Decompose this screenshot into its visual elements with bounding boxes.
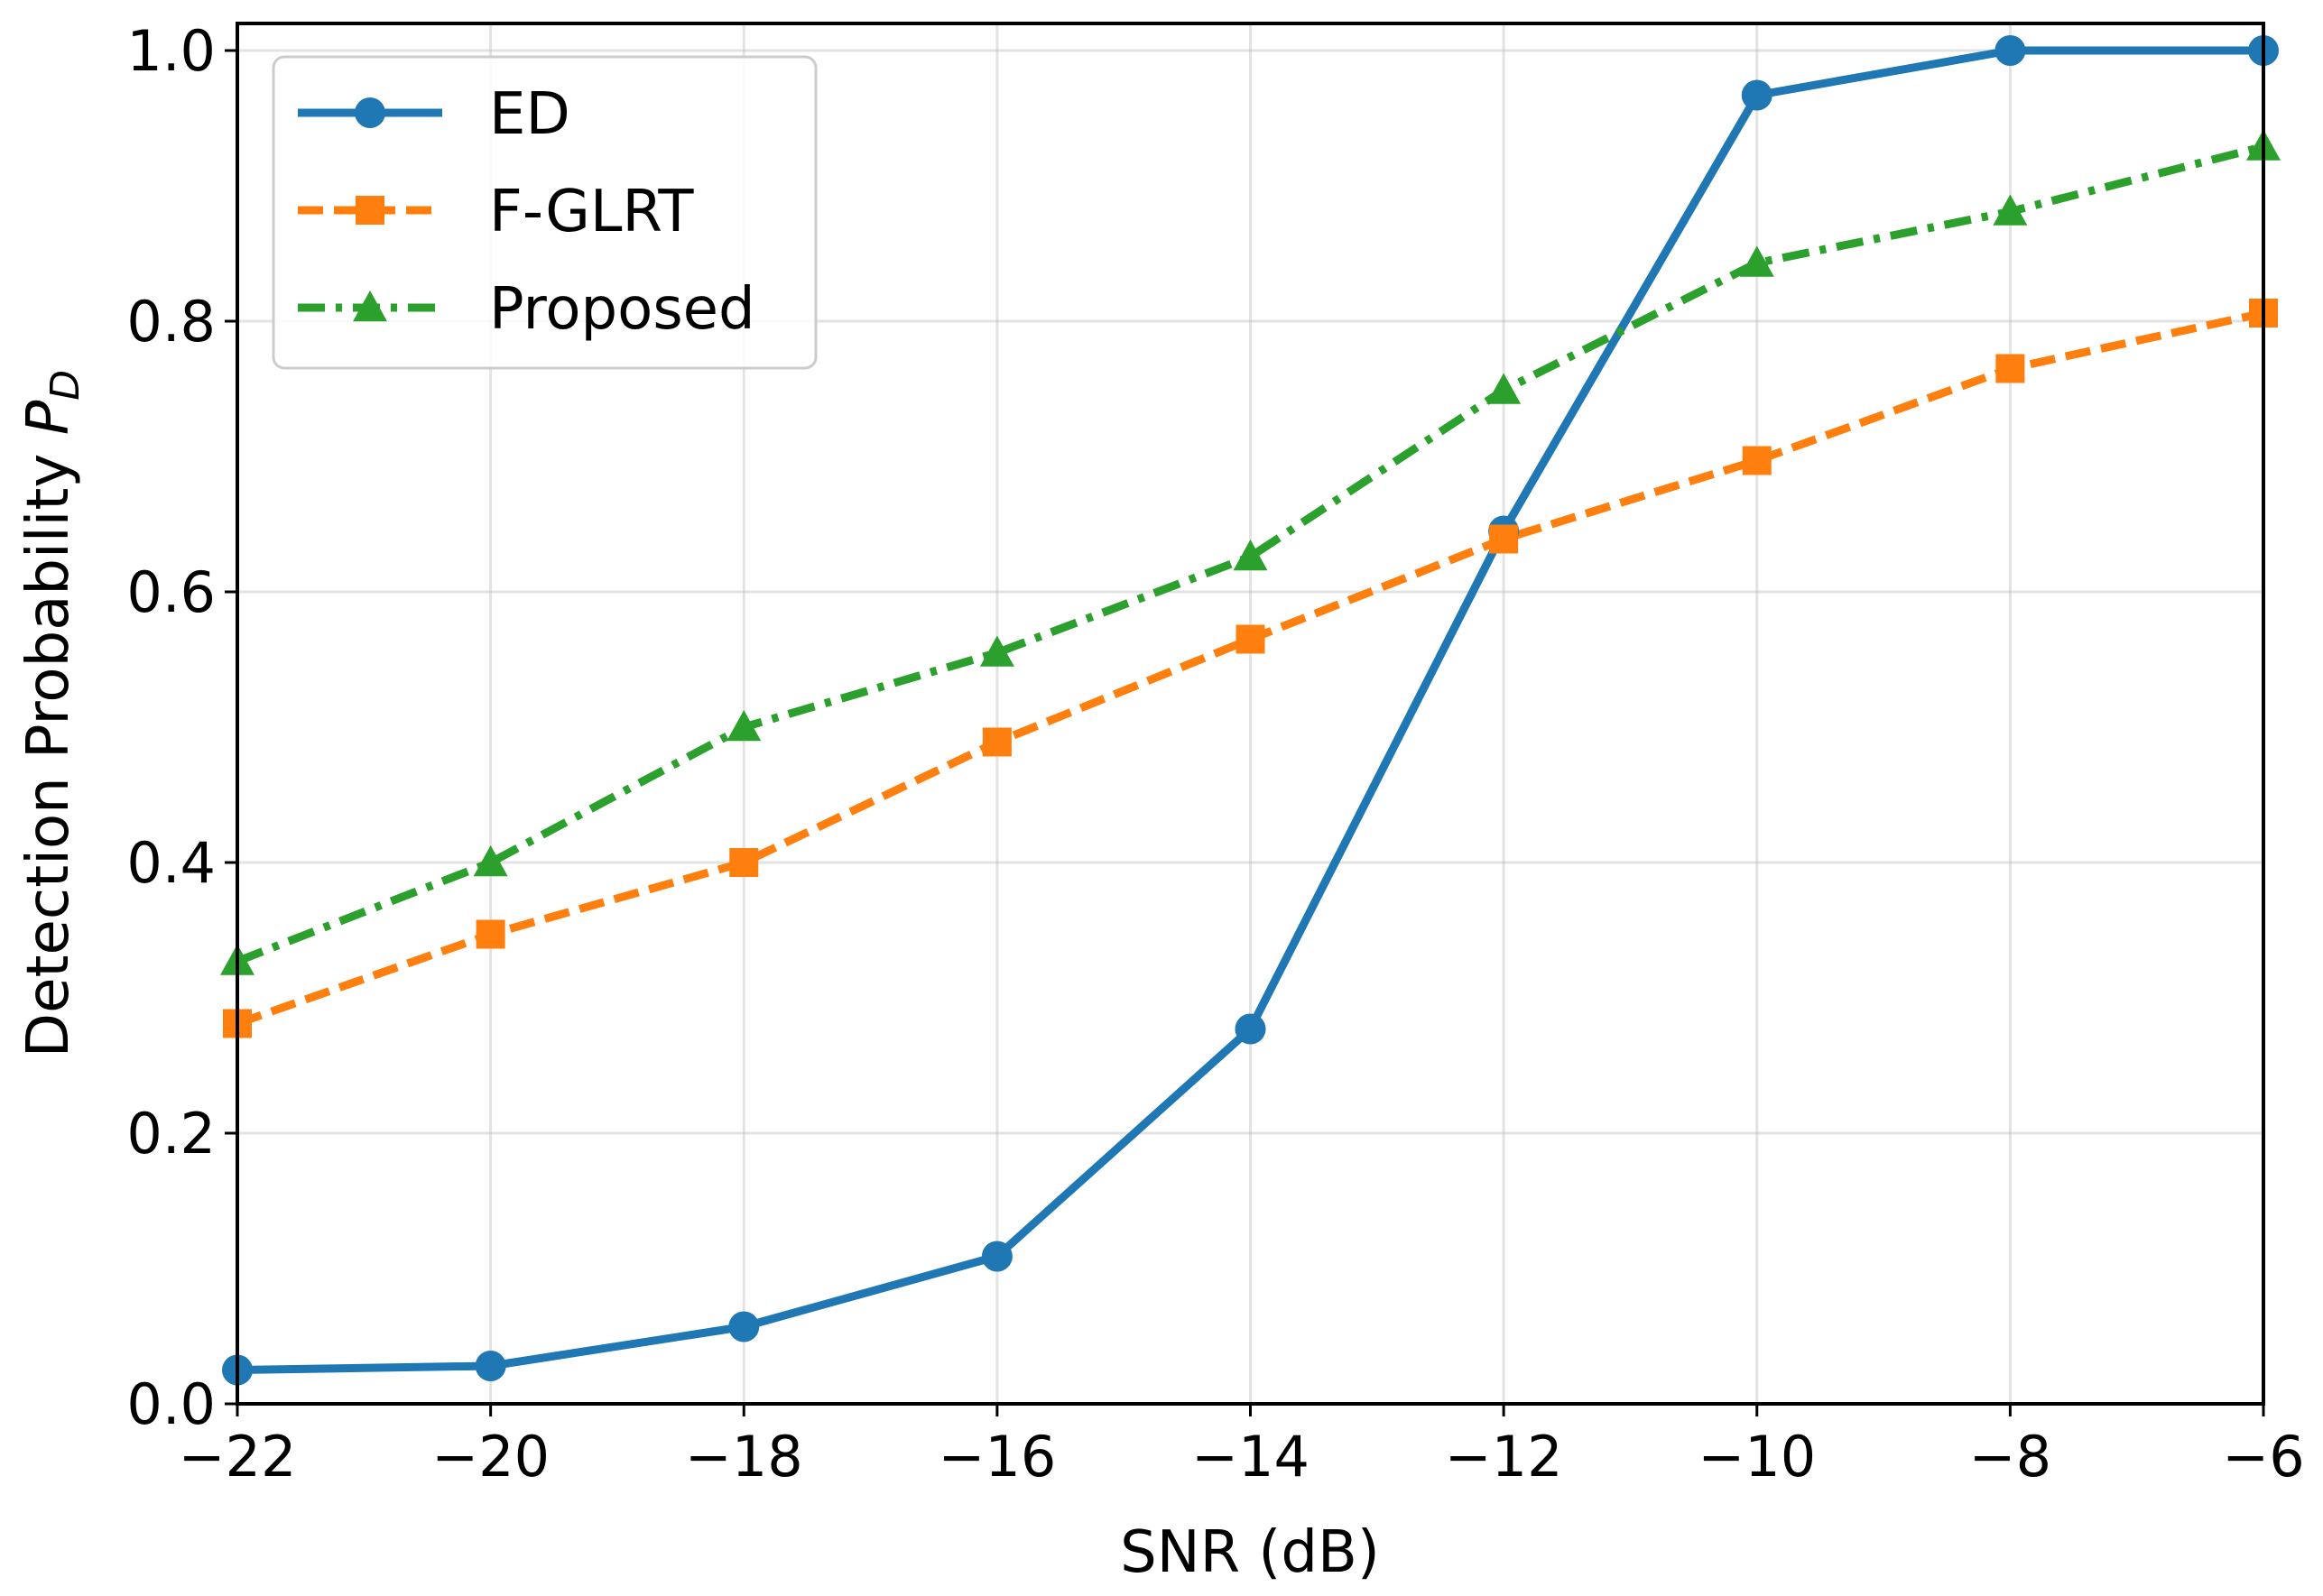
legend-marker-f-glrt — [356, 196, 384, 225]
y-tick-label: 1.0 — [126, 18, 216, 84]
data-point-proposed — [1739, 245, 1774, 277]
data-point-f-glrt — [729, 848, 759, 877]
y-tick-label: 0.0 — [126, 1371, 216, 1437]
data-point-f-glrt — [1995, 354, 2025, 383]
legend-label-ed: ED — [489, 81, 570, 148]
legend-marker-proposed — [353, 291, 387, 322]
x-axis-label: SNR (dB) — [1120, 1519, 1380, 1586]
y-tick-label: 0.8 — [126, 289, 216, 355]
x-tick-label: −22 — [179, 1424, 297, 1490]
y-tick-label: 0.6 — [126, 559, 216, 625]
data-point-proposed — [979, 635, 1014, 667]
y-axis-label-symbol: P — [15, 400, 82, 435]
legend-marker-ed — [355, 97, 385, 128]
data-point-proposed — [727, 710, 762, 742]
data-point-proposed — [1993, 194, 2028, 226]
data-point-proposed — [1233, 540, 1268, 571]
x-tick-label: −10 — [1698, 1424, 1816, 1490]
data-point-ed — [1235, 1013, 1266, 1045]
data-point-proposed — [473, 845, 508, 877]
data-point-f-glrt — [1236, 624, 1265, 654]
legend-box — [272, 55, 818, 370]
x-tick-label: −20 — [431, 1424, 550, 1490]
legend-label-f-glrt: F-GLRT — [489, 179, 694, 245]
data-point-ed — [981, 1241, 1013, 1272]
y-axis-label: Detection Probability PD — [15, 370, 88, 1057]
data-point-f-glrt — [1489, 524, 1519, 554]
data-point-f-glrt — [982, 727, 1012, 757]
x-tick-label: −16 — [938, 1424, 1056, 1490]
data-point-ed — [1741, 79, 1772, 111]
data-point-f-glrt — [1742, 446, 1772, 475]
grid-lines — [236, 23, 2265, 1406]
axis-ticks: −22 −20 −18 −16 −14 −12 −10 −8 −6 0.0 0.2 0.4 0.6 0.8… — [126, 18, 2304, 1490]
y-tick-label: 0.2 — [126, 1101, 216, 1167]
legend-label-proposed: Proposed — [489, 276, 755, 343]
x-tick-label: −6 — [2222, 1424, 2304, 1490]
x-tick-label: −8 — [1969, 1424, 2051, 1490]
data-point-proposed — [1486, 373, 1522, 404]
x-tick-label: −18 — [685, 1424, 803, 1490]
data-point-ed — [475, 1351, 506, 1381]
data-point-ed — [728, 1311, 760, 1342]
y-axis-label-text: Detection Probability — [15, 454, 82, 1058]
plot-markers — [220, 35, 2281, 1386]
x-tick-label: −14 — [1191, 1424, 1310, 1490]
data-point-f-glrt — [476, 919, 505, 949]
y-axis-label-subscript: D — [42, 370, 88, 401]
y-tick-label: 0.4 — [126, 830, 216, 896]
data-point-ed — [1994, 35, 2026, 66]
legend-entries: ED F-GLRT Proposed — [298, 81, 755, 343]
x-tick-label: −12 — [1445, 1424, 1563, 1490]
legend: ED F-GLRT Proposed — [272, 55, 818, 370]
